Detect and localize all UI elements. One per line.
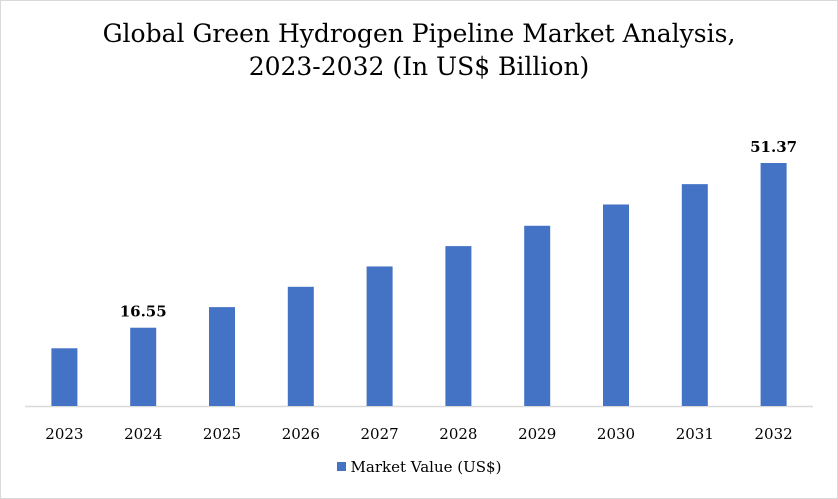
bar-2032 (760, 163, 787, 406)
x-tick-label: 2031 (676, 425, 714, 443)
x-tick-label: 2030 (597, 425, 635, 443)
chart-title: Global Green Hydrogen Pipeline Market An… (1, 17, 837, 83)
bar-2029 (524, 225, 551, 406)
bar-2023 (51, 348, 78, 406)
bar-2031 (681, 184, 708, 406)
x-tick-label: 2029 (518, 425, 556, 443)
bar-2028 (445, 246, 472, 406)
bar-2024 (130, 327, 157, 406)
data-label-2024: 16.55 (120, 303, 167, 321)
x-tick-label: 2023 (45, 425, 83, 443)
bar-2026 (287, 286, 314, 406)
bar-2027 (366, 266, 393, 406)
chart-title-line-1: Global Green Hydrogen Pipeline Market An… (102, 19, 736, 48)
x-tick-label: 2026 (282, 425, 320, 443)
data-label-2032: 51.37 (750, 138, 797, 156)
legend-swatch (336, 462, 346, 471)
x-tick-label: 2032 (755, 425, 793, 443)
x-tick-label: 2027 (361, 425, 399, 443)
legend-label: Market Value (US$) (350, 458, 502, 476)
bar-2030 (603, 204, 629, 406)
legend: Market Value (US$) (1, 458, 837, 476)
x-tick-label: 2028 (439, 425, 477, 443)
x-tick-label: 2024 (124, 425, 162, 443)
x-tick-label: 2025 (203, 425, 241, 443)
bar-2025 (209, 307, 235, 406)
chart-title-line-2: 2023-2032 (In US$ Billion) (248, 52, 590, 81)
